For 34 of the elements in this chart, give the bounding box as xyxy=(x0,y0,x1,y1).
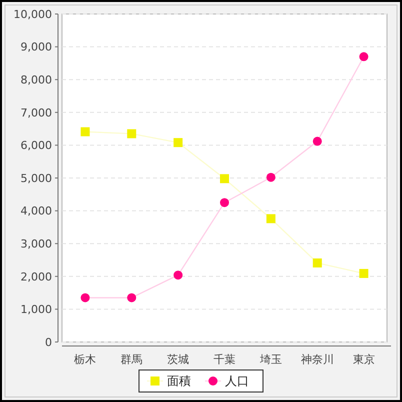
x-tick-label: 埼玉 xyxy=(258,353,282,366)
y-tick-label: 2,000 xyxy=(20,270,52,284)
y-tick-label: 4,000 xyxy=(20,204,52,218)
point xyxy=(312,258,322,268)
y-tick-label: 6,000 xyxy=(20,139,52,152)
point xyxy=(80,293,90,302)
legend-label: 面積 xyxy=(167,374,191,388)
x-tick-label: 群馬 xyxy=(120,353,143,366)
point xyxy=(220,174,229,184)
point xyxy=(220,198,229,208)
point xyxy=(174,138,183,148)
y-tick-label: 7,000 xyxy=(20,106,52,120)
x-tick-label: 栃木 xyxy=(74,353,96,366)
y-tick-label: 8,000 xyxy=(20,73,52,86)
x-tick-label: 千葉 xyxy=(214,353,236,366)
legend-label: 人口 xyxy=(225,374,249,388)
point xyxy=(174,270,183,280)
point xyxy=(266,214,276,224)
y-tick-label: 3,000 xyxy=(20,237,52,250)
point xyxy=(266,172,276,182)
point xyxy=(127,293,136,302)
point xyxy=(312,136,322,146)
point xyxy=(127,129,136,138)
y-tick-label: 0 xyxy=(45,336,52,349)
point xyxy=(359,268,368,278)
y-tick-label: 1,000 xyxy=(20,303,52,316)
y-tick-label: 5,000 xyxy=(20,172,52,185)
point xyxy=(80,127,90,136)
y-tick-label: 9,000 xyxy=(20,40,52,54)
x-tick-label: 神奈川 xyxy=(300,353,334,366)
x-tick-label: 東京 xyxy=(352,353,375,366)
point xyxy=(359,52,368,62)
x-tick-label: 茨城 xyxy=(167,353,190,366)
y-tick-label: 10,000 xyxy=(14,8,52,21)
